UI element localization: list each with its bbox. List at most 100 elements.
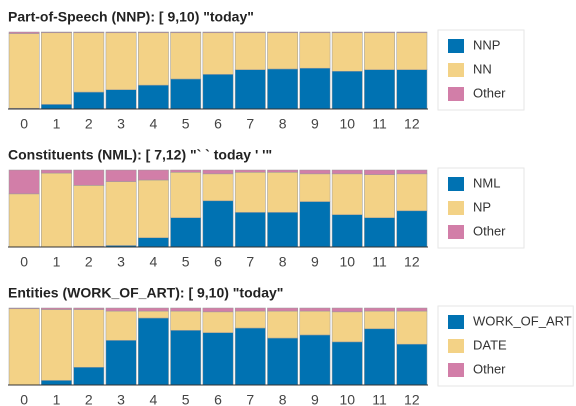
x-tick-label: 5 — [182, 392, 190, 406]
x-tick-label: 1 — [53, 392, 61, 406]
x-tick-label: 6 — [214, 254, 222, 270]
x-tick-label: 12 — [404, 392, 420, 406]
x-tick-label: 10 — [339, 392, 355, 406]
bar-segment — [364, 169, 395, 175]
bar-segment — [331, 307, 363, 313]
bar-segment — [364, 328, 395, 386]
bar-segment — [234, 32, 266, 70]
bar-segment — [170, 32, 202, 80]
x-tick-label: 3 — [117, 116, 125, 132]
bar-segment — [202, 307, 234, 313]
bar-segment — [364, 32, 395, 70]
x-tick-label: 9 — [311, 116, 319, 132]
bar-segment — [331, 311, 363, 343]
bar-segment — [364, 31, 395, 34]
x-tick-label: 5 — [182, 116, 190, 132]
bar-segment — [267, 310, 299, 339]
bar-segment — [234, 327, 266, 386]
x-tick-label: 8 — [279, 392, 287, 406]
bar-segment — [267, 68, 299, 110]
x-tick-label: 11 — [372, 392, 387, 406]
bar-segment — [105, 32, 137, 90]
legend-swatch — [448, 315, 464, 329]
bar-segment — [364, 310, 395, 330]
bar-segment — [234, 212, 266, 248]
x-tick-label: 6 — [214, 392, 222, 406]
legend-label: Other — [473, 361, 506, 376]
x-tick-label: 8 — [279, 116, 287, 132]
bar-segment — [267, 32, 299, 70]
x-tick-label: 11 — [372, 116, 387, 132]
bar-segment — [73, 185, 105, 247]
bar-segment — [73, 307, 105, 310]
bar-segment — [396, 173, 428, 212]
bar-segment — [396, 210, 428, 248]
x-tick-label: 6 — [214, 116, 222, 132]
bar-segment — [364, 174, 395, 218]
bar-segment — [234, 69, 266, 110]
x-tick-label: 4 — [149, 392, 157, 406]
bar-segment — [105, 31, 137, 34]
legend-label: NML — [473, 175, 500, 190]
bar-segment — [202, 169, 234, 175]
bar-segment — [299, 31, 331, 34]
bar-segment — [73, 367, 105, 386]
bar-segment — [8, 31, 40, 34]
bar-segment — [8, 169, 40, 195]
bar-segment — [396, 31, 428, 34]
legend-swatch — [448, 201, 464, 215]
bar-segment — [41, 31, 72, 34]
x-tick-label: 3 — [117, 392, 125, 406]
bar-segment — [137, 307, 169, 312]
bar-segment — [105, 169, 137, 182]
bar-segment — [41, 172, 72, 248]
legend-label: WORK_OF_ART — [473, 313, 572, 328]
bar-segment — [234, 169, 266, 173]
bar-segment — [299, 169, 331, 175]
bar-segment — [137, 31, 169, 34]
bar-segment — [73, 91, 105, 110]
bar-segment — [267, 31, 299, 34]
bar-segment — [299, 201, 331, 248]
bar-segment — [8, 308, 40, 386]
x-tick-label: 11 — [372, 254, 387, 270]
x-tick-label: 0 — [20, 392, 28, 406]
bar-segment — [8, 307, 40, 310]
legend-label: NP — [473, 199, 491, 214]
bar-segment — [299, 67, 331, 110]
legend-swatch — [448, 63, 464, 77]
bar-segment — [364, 307, 395, 312]
bar-segment — [202, 74, 234, 110]
chart-title: Entities (WORK_OF_ART): [ 9,10) "today" — [8, 285, 283, 301]
bar-segment — [105, 310, 137, 341]
bar-segment — [41, 380, 72, 386]
bar-segment — [299, 173, 331, 202]
legend-swatch — [448, 177, 464, 191]
bar-segment — [8, 33, 40, 109]
bar-segment — [267, 212, 299, 248]
x-tick-label: 3 — [117, 254, 125, 270]
bar-segment — [41, 309, 72, 381]
legend-label: NNP — [473, 37, 500, 52]
x-tick-label: 7 — [246, 254, 254, 270]
x-tick-label: 12 — [404, 116, 420, 132]
x-tick-label: 4 — [149, 116, 157, 132]
bar-segment — [299, 32, 331, 69]
bar-segment — [170, 217, 202, 248]
x-tick-label: 0 — [20, 254, 28, 270]
legend-label: Other — [473, 223, 506, 238]
bar-segment — [137, 179, 169, 239]
x-tick-label: 1 — [53, 254, 61, 270]
bar-segment — [170, 330, 202, 386]
bar-segment — [234, 31, 266, 34]
bar-segment — [137, 310, 169, 319]
bar-segment — [202, 31, 234, 34]
bar-segment — [299, 310, 331, 336]
bar-segment — [41, 307, 72, 310]
bar-segment — [105, 340, 137, 386]
bar-segment — [234, 310, 266, 329]
x-tick-label: 10 — [339, 254, 355, 270]
bar-segment — [41, 32, 72, 105]
legend-swatch — [448, 39, 464, 53]
x-tick-label: 2 — [85, 254, 93, 270]
